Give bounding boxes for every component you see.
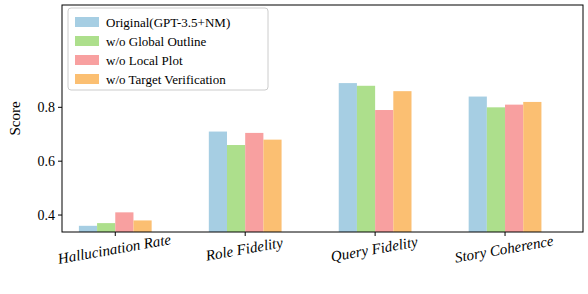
legend-swatch: [75, 55, 99, 65]
legend-swatch: [75, 74, 99, 84]
bar: [227, 145, 245, 232]
plot-frame: [62, 5, 583, 232]
bar: [97, 223, 115, 232]
y-tick: [58, 215, 62, 216]
legend-label: w/o Target Verification: [106, 72, 226, 87]
x-tick-label: Hallucination Rate: [56, 231, 173, 267]
bar: [469, 97, 487, 232]
bar: [263, 140, 281, 232]
bar: [79, 226, 97, 232]
legend: Original(GPT-3.5+NM) w/o Global Outline w/…: [68, 8, 268, 90]
x-tick-label: Role Fidelity: [204, 234, 285, 264]
x-tick-label: Query Fidelity: [330, 234, 420, 265]
bar: [115, 212, 133, 232]
bar: [375, 110, 393, 232]
y-tick-label: 0.8: [38, 100, 56, 115]
bar: [245, 133, 263, 232]
legend-label: Original(GPT-3.5+NM): [106, 15, 230, 30]
bar: [133, 220, 151, 232]
x-tick: [505, 232, 506, 236]
x-tick: [245, 232, 246, 236]
x-tick-label: Story Coherence: [454, 232, 555, 265]
bar: [393, 91, 411, 232]
bar: [505, 105, 523, 232]
legend-swatch: [75, 36, 99, 46]
legend-swatch: [75, 17, 99, 27]
x-tick: [375, 232, 376, 236]
y-tick-label: 0.6: [38, 154, 56, 169]
bar: [523, 102, 541, 232]
y-tick-label: 0.4: [38, 208, 56, 223]
bar: [339, 83, 357, 232]
y-tick: [58, 107, 62, 108]
legend-label: w/o Local Plot: [106, 53, 183, 68]
chart: 0.4 0.6 0.8 Hallucination Rate Role Fidelity…: [0, 0, 588, 294]
bar: [209, 132, 227, 232]
legend-label: w/o Global Outline: [106, 34, 207, 49]
bars: [79, 83, 542, 232]
bar: [357, 86, 375, 232]
legend-box: [68, 8, 268, 90]
y-tick: [58, 161, 62, 162]
y-axis-label: Score: [7, 101, 23, 135]
x-tick: [115, 232, 116, 236]
bar: [487, 107, 505, 232]
